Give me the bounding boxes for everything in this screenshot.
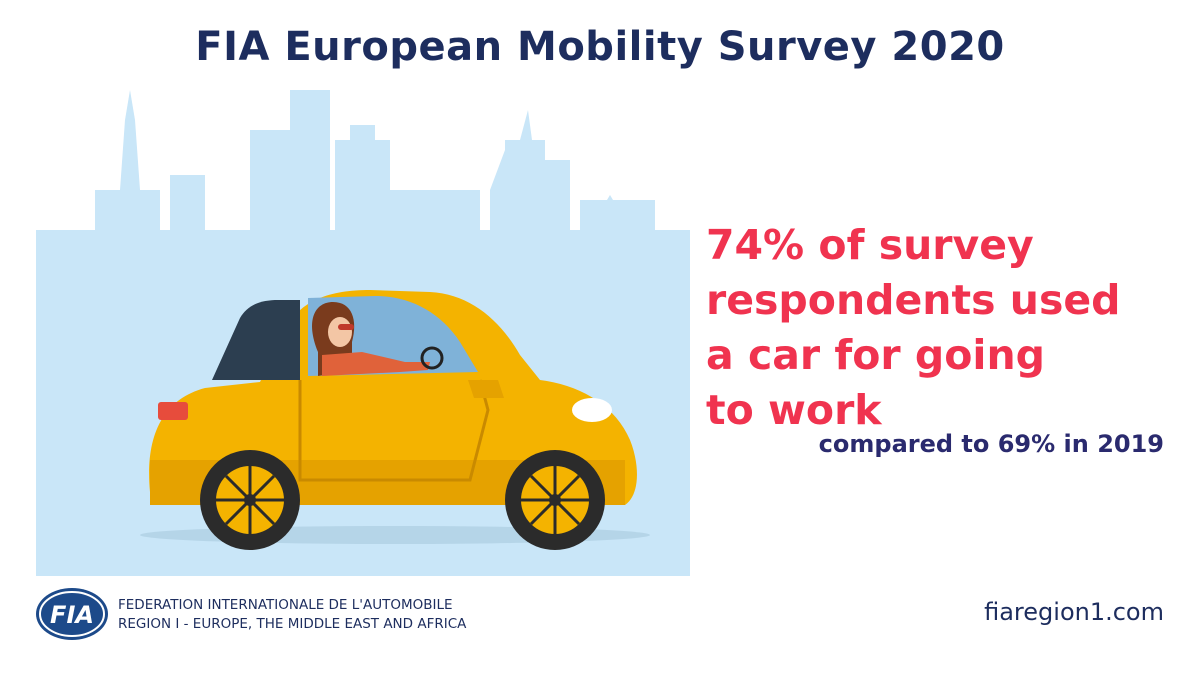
logo-text: FIA xyxy=(50,601,94,629)
page-title: FIA European Mobility Survey 2020 xyxy=(195,24,1005,70)
org-line1: FEDERATION INTERNATIONALE DE L'AUTOMOBIL… xyxy=(118,597,453,613)
car-city-illustration xyxy=(36,90,690,576)
stat-line: 74% of survey xyxy=(706,221,1034,269)
stat-line: to work xyxy=(706,386,882,434)
driver-icon xyxy=(312,302,444,376)
stat-line: a car for going xyxy=(706,331,1046,379)
org-line2: REGION I - EUROPE, THE MIDDLE EAST AND A… xyxy=(118,616,467,632)
fia-logo-icon: FIA xyxy=(36,588,108,640)
stat-line: respondents used xyxy=(706,276,1121,324)
website-link[interactable]: fiaregion1.com xyxy=(984,598,1164,626)
headline-stat: 74% of survey respondents used a car for… xyxy=(706,218,1186,438)
comparison-text: compared to 69% in 2019 xyxy=(818,430,1164,458)
yellow-car-icon xyxy=(149,290,637,550)
organization-name: FEDERATION INTERNATIONALE DE L'AUTOMOBIL… xyxy=(118,596,466,634)
